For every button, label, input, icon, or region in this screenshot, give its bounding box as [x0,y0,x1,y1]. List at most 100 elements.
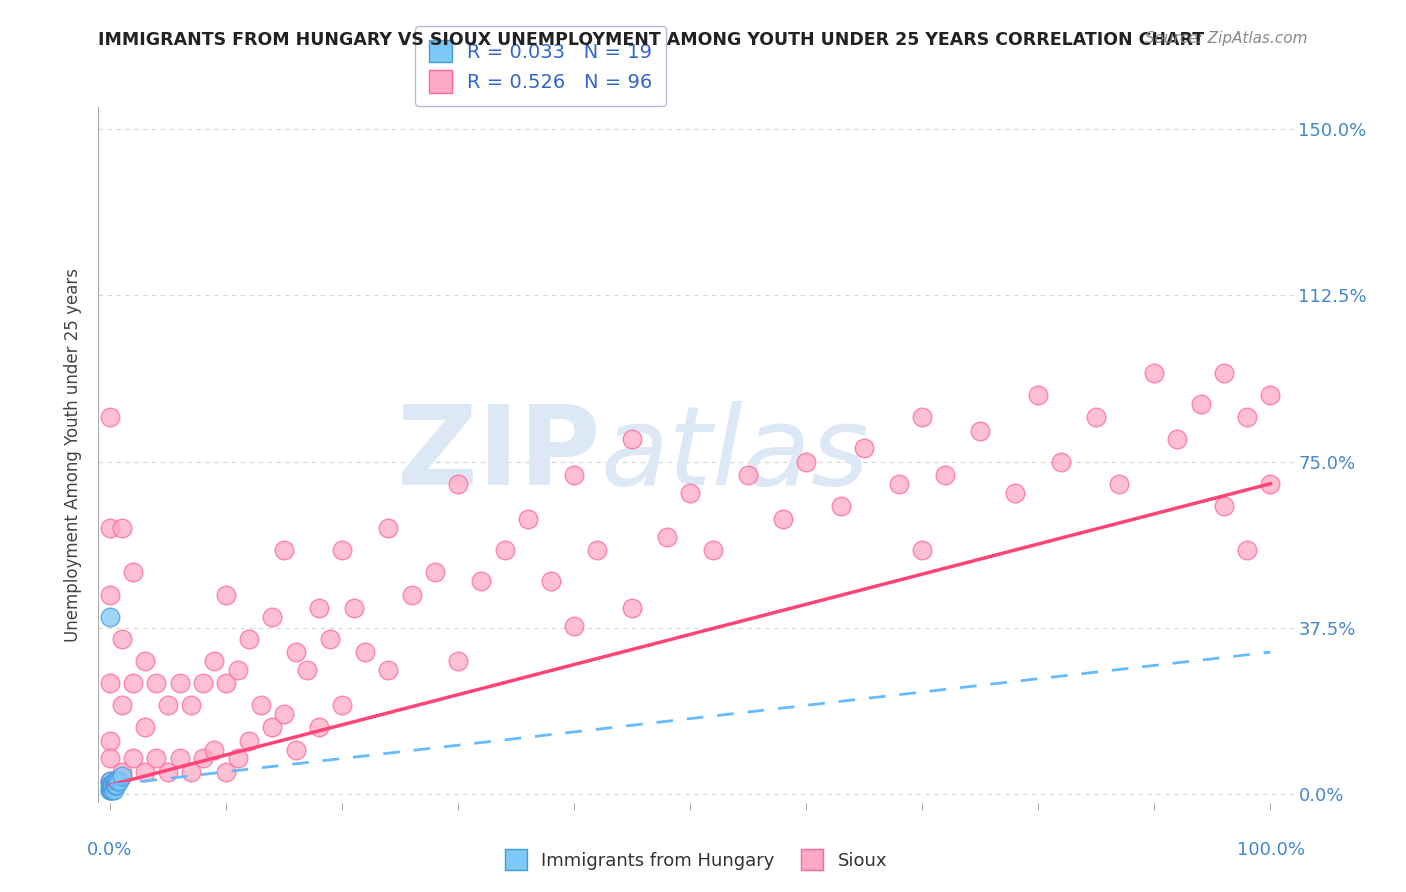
Point [145,676,167,690]
Point [1108,476,1130,491]
Point [447,654,470,668]
Point [250,698,273,713]
Point [134,764,156,779]
Point [423,566,446,580]
Point [284,645,307,659]
Point [794,454,817,468]
Point [238,632,260,646]
Point [103,782,125,797]
Point [111,632,134,646]
Point [98,773,121,788]
Point [273,707,295,722]
Point [204,742,226,756]
Point [737,467,759,482]
Point [887,476,910,491]
Point [702,543,724,558]
Point [111,698,134,713]
Point [354,645,377,659]
Point [98,521,121,535]
Point [98,782,121,797]
Y-axis label: Unemployment Among Youth under 25 years: Unemployment Among Youth under 25 years [65,268,83,642]
Point [98,782,121,797]
Point [98,751,121,765]
Point [98,733,121,747]
Point [679,485,702,500]
Point [1236,410,1258,425]
Point [111,521,134,535]
Point [98,778,121,792]
Point [969,424,991,438]
Point [1258,388,1281,402]
Point [494,543,516,558]
Point [447,476,470,491]
Point [157,764,180,779]
Point [215,587,238,601]
Point [853,442,876,456]
Point [145,751,167,765]
Point [100,778,122,792]
Text: 0.0%: 0.0% [87,841,132,859]
Point [108,773,131,788]
Point [934,467,956,482]
Point [262,721,284,735]
Point [262,609,284,624]
Point [1189,397,1212,411]
Point [1212,366,1234,380]
Point [562,467,585,482]
Point [401,587,423,601]
Point [911,410,934,425]
Point [104,778,127,792]
Point [101,778,124,792]
Text: IMMIGRANTS FROM HUNGARY VS SIOUX UNEMPLOYMENT AMONG YOUTH UNDER 25 YEARS CORRELA: IMMIGRANTS FROM HUNGARY VS SIOUX UNEMPLO… [98,31,1205,49]
Point [308,721,330,735]
Point [319,632,342,646]
Point [238,733,260,747]
Point [122,751,145,765]
Point [540,574,562,589]
Point [111,764,134,779]
Point [111,769,134,783]
Point [830,499,852,513]
Point [1026,388,1049,402]
Point [470,574,492,589]
Point [1143,366,1166,380]
Point [562,618,585,632]
Point [157,698,180,713]
Point [911,543,934,558]
Point [104,778,127,792]
Point [377,663,399,677]
Point [1085,410,1108,425]
Point [134,654,156,668]
Point [621,600,644,615]
Point [122,566,145,580]
Point [1050,454,1073,468]
Point [169,676,191,690]
Point [215,676,238,690]
Point [655,530,678,544]
Point [101,782,124,797]
Point [1212,499,1234,513]
Point [297,663,319,677]
Point [330,543,353,558]
Point [169,751,191,765]
Text: 100.0%: 100.0% [1237,841,1306,859]
Point [621,433,644,447]
Point [308,600,330,615]
Point [98,587,121,601]
Text: atlas: atlas [600,401,869,508]
Point [180,698,202,713]
Point [101,778,124,792]
Point [98,773,121,788]
Point [103,778,125,792]
Point [330,698,353,713]
Point [100,782,122,797]
Point [1166,433,1188,447]
Legend: Immigrants from Hungary, Sioux: Immigrants from Hungary, Sioux [498,842,894,877]
Point [1258,476,1281,491]
Point [1004,485,1026,500]
Point [100,778,122,792]
Point [98,609,121,624]
Point [226,751,249,765]
Point [191,751,214,765]
Point [1236,543,1258,558]
